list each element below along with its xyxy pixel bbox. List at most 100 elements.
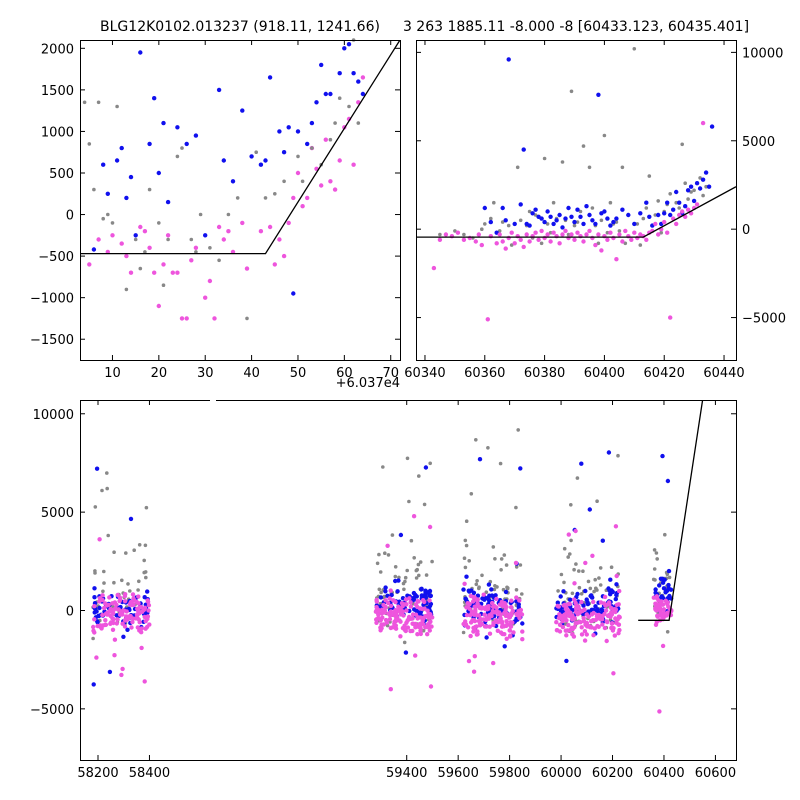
data-point-pink [485,317,490,322]
data-point-blue [660,580,666,585]
data-point-pink [92,617,97,622]
x-tick-label: 30 [197,366,214,381]
data-point-gray [698,176,702,180]
data-point-pink [464,612,470,618]
data-point-pink [524,232,529,237]
data-point-blue [653,590,658,595]
data-point-pink [490,600,495,606]
data-point-blue [121,634,126,639]
data-point-gray [405,568,410,573]
data-point-blue [527,223,532,228]
x-tick-label: 60420 [644,366,685,381]
data-point-pink [122,624,128,629]
y-tick-label: 10000 [33,408,74,423]
data-point-pink [189,258,194,263]
data-point-blue [314,100,319,105]
data-point-pink [184,316,189,321]
data-point-gray [144,575,148,580]
data-point-blue [152,96,157,101]
data-point-pink [137,620,142,625]
data-point-pink [392,621,397,626]
data-point-blue [657,583,662,588]
data-point-pink [305,195,310,201]
data-point-pink [319,183,324,188]
data-point-blue [600,538,605,543]
data-point-blue [661,586,667,591]
data-point-pink [136,594,141,599]
data-point-blue [125,627,130,632]
data-point-gray [147,187,152,192]
zoom-right-ticks: 60340 60360 60380 60400 60420 60440 −5000 0 5000… [404,40,786,381]
data-point-blue [569,214,574,219]
model-line [80,40,400,255]
data-point-gray [692,188,696,193]
data-point-blue [101,162,106,167]
data-point-gray [417,573,421,578]
data-point-pink [429,624,434,629]
data-point-gray [377,552,381,557]
data-point-pink [583,560,588,566]
data-point-pink [428,619,433,624]
data-point-gray [263,196,268,200]
full-lightcurve-ticks: 58200 58400 59400 59600 59800 60000 60200 60400… [30,400,736,781]
data-point-blue [221,158,226,163]
data-point-gray [144,505,149,510]
data-point-gray [581,569,585,573]
data-point-pink [604,638,609,644]
data-point-gray [235,196,240,200]
data-point-pink [502,604,507,609]
data-point-blue [133,233,138,238]
data-point-gray [586,579,591,584]
data-point-blue [502,644,507,649]
data-point-blue [665,200,670,205]
data-point-gray [493,557,497,561]
data-point-pink [596,624,601,629]
data-point-blue [291,291,296,296]
data-point-pink [593,242,598,248]
data-point-gray [480,227,484,231]
data-point-pink [122,599,128,604]
data-point-pink [381,602,386,608]
data-point-pink [486,616,492,621]
data-point-gray [551,200,556,205]
data-point-pink [418,631,423,637]
data-point-pink [142,679,147,684]
data-point-blue [356,79,361,84]
zoom-right-panel: 60340 60360 60380 60400 60420 60440 −5000 0 5000… [404,40,786,381]
data-point-blue [263,158,268,163]
data-point-gray [527,209,532,214]
data-point-gray [93,571,97,575]
data-point-pink [494,605,499,610]
data-point-pink [591,633,596,638]
data-point-gray [568,552,572,556]
data-point-blue [539,216,544,221]
data-point-blue [92,586,97,591]
data-point-pink [569,232,574,237]
data-point-pink [420,618,425,624]
data-point-gray [112,550,116,554]
data-point-pink [586,614,591,619]
data-point-pink [518,237,523,242]
data-point-pink [484,624,489,629]
data-point-gray [596,241,601,246]
data-point-gray [403,575,408,580]
data-point-pink [494,596,499,602]
data-point-gray [514,565,519,569]
data-point-pink [579,632,585,637]
data-point-pink [147,622,152,627]
zoom-right-model-line [416,186,736,238]
data-point-blue [249,154,254,159]
data-point-pink [139,630,144,635]
data-point-gray [652,548,657,552]
data-point-blue [323,91,328,97]
data-point-pink [487,613,492,618]
data-point-pink [575,230,580,235]
data-point-gray [414,568,419,573]
data-point-gray [296,154,300,159]
data-point-gray [588,586,593,591]
data-point-pink [97,599,102,604]
data-point-pink [376,612,381,617]
data-point-gray [100,488,104,493]
data-point-pink [378,617,383,623]
